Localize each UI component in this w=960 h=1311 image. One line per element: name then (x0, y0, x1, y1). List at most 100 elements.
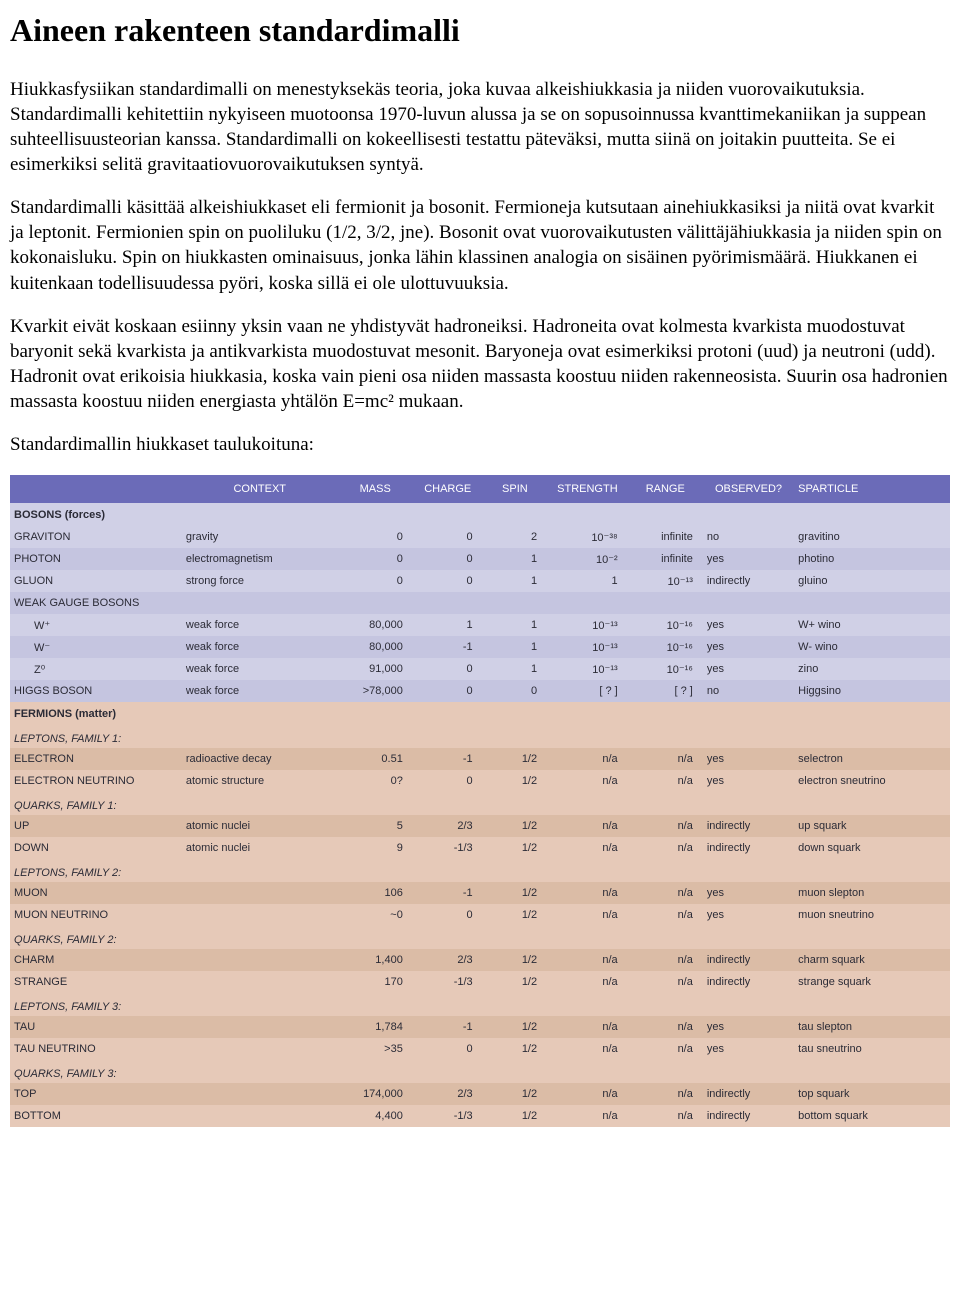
cell-spin: 1/2 (483, 1105, 547, 1127)
cell-chg: 0 (413, 526, 483, 548)
cell-str: 10⁻¹³ (547, 658, 628, 680)
cell-spin: 1/2 (483, 971, 547, 993)
cell-str: n/a (547, 904, 628, 926)
cell-sp: W+ wino (794, 614, 950, 636)
cell-rng: n/a (628, 837, 703, 859)
cell-name: UP (10, 815, 182, 837)
cell-str: [ ? ] (547, 680, 628, 702)
cell-mass: 0 (338, 526, 413, 548)
cell-name: ELECTRON NEUTRINO (10, 770, 182, 792)
subgroup-label: LEPTONS, FAMILY 1: (10, 725, 950, 748)
cell-ctx (182, 1083, 338, 1105)
subgroup-row: LEPTONS, FAMILY 2: (10, 859, 950, 882)
table-header-row: CONTEXT MASS CHARGE SPIN STRENGTH RANGE … (10, 475, 950, 503)
cell-sp: charm squark (794, 949, 950, 971)
subgroup-row: QUARKS, FAMILY 1: (10, 792, 950, 815)
subgroup-row: LEPTONS, FAMILY 3: (10, 993, 950, 1016)
cell-obs: yes (703, 614, 794, 636)
cell-chg: 0 (413, 904, 483, 926)
cell-chg: 1 (413, 614, 483, 636)
cell-name: W⁺ (10, 614, 182, 636)
cell-ctx (182, 904, 338, 926)
cell-name: TOP (10, 1083, 182, 1105)
cell-ctx (182, 1016, 338, 1038)
cell-spin: 1/2 (483, 1038, 547, 1060)
particles-table: CONTEXT MASS CHARGE SPIN STRENGTH RANGE … (10, 475, 950, 1127)
table-row: HIGGS BOSONweak force>78,00000[ ? ][ ? ]… (10, 680, 950, 702)
paragraph-4: Standardimallin hiukkaset taulukoituna: (10, 432, 950, 457)
cell-obs: yes (703, 636, 794, 658)
table-row: MUON NEUTRINO~001/2n/an/ayesmuon sneutri… (10, 904, 950, 926)
col-header-charge: CHARGE (413, 475, 483, 503)
cell-name: GLUON (10, 570, 182, 592)
cell-mass: ~0 (338, 904, 413, 926)
cell-sp: up squark (794, 815, 950, 837)
cell-name: HIGGS BOSON (10, 680, 182, 702)
subgroup-label: QUARKS, FAMILY 1: (10, 792, 950, 815)
cell-name: Z⁰ (10, 658, 182, 680)
cell-mass: 0 (338, 570, 413, 592)
col-header-strength: STRENGTH (547, 475, 628, 503)
cell-ctx: weak force (182, 614, 338, 636)
cell-str: 10⁻² (547, 548, 628, 570)
cell-chg: -1 (413, 636, 483, 658)
cell-spin: 1 (483, 658, 547, 680)
cell-mass: 4,400 (338, 1105, 413, 1127)
cell-chg: 2/3 (413, 949, 483, 971)
subgroup-row: QUARKS, FAMILY 3: (10, 1060, 950, 1083)
cell-sp: W- wino (794, 636, 950, 658)
cell-obs: indirectly (703, 971, 794, 993)
cell-mass: 170 (338, 971, 413, 993)
cell-mass: 80,000 (338, 636, 413, 658)
cell-spin: 1/2 (483, 949, 547, 971)
cell-rng: n/a (628, 1105, 703, 1127)
cell-ctx (182, 949, 338, 971)
cell-name: STRANGE (10, 971, 182, 993)
cell-sp: zino (794, 658, 950, 680)
cell-sp: Higgsino (794, 680, 950, 702)
cell-mass (338, 592, 413, 614)
cell-sp: tau sneutrino (794, 1038, 950, 1060)
cell-str: n/a (547, 1083, 628, 1105)
cell-chg (413, 592, 483, 614)
cell-mass: 0? (338, 770, 413, 792)
cell-obs: indirectly (703, 570, 794, 592)
table-row: TAU1,784-11/2n/an/ayestau slepton (10, 1016, 950, 1038)
cell-sp (794, 592, 950, 614)
cell-ctx (182, 1105, 338, 1127)
cell-obs: indirectly (703, 949, 794, 971)
table-row: TAU NEUTRINO>3501/2n/an/ayestau sneutrin… (10, 1038, 950, 1060)
table-row: GRAVITONgravity00210⁻³⁸infinitenograviti… (10, 526, 950, 548)
paragraph-2: Standardimalli käsittää alkeishiukkaset … (10, 195, 950, 295)
cell-rng: infinite (628, 548, 703, 570)
cell-rng: n/a (628, 1038, 703, 1060)
cell-chg: -1 (413, 1016, 483, 1038)
cell-name: TAU (10, 1016, 182, 1038)
cell-obs: yes (703, 658, 794, 680)
cell-rng: 10⁻¹⁶ (628, 636, 703, 658)
cell-str: n/a (547, 770, 628, 792)
cell-rng: [ ? ] (628, 680, 703, 702)
cell-obs: indirectly (703, 815, 794, 837)
cell-mass: 0 (338, 548, 413, 570)
cell-spin: 1 (483, 636, 547, 658)
cell-spin: 1/2 (483, 748, 547, 770)
cell-sp: down squark (794, 837, 950, 859)
cell-ctx: atomic nuclei (182, 837, 338, 859)
cell-obs: no (703, 680, 794, 702)
bosons-section: BOSONS (forces) GRAVITONgravity00210⁻³⁸i… (10, 503, 950, 702)
cell-mass: 174,000 (338, 1083, 413, 1105)
table-row: W⁻weak force80,000-1110⁻¹³10⁻¹⁶yesW- win… (10, 636, 950, 658)
cell-ctx (182, 1038, 338, 1060)
cell-sp: selectron (794, 748, 950, 770)
cell-str: n/a (547, 949, 628, 971)
cell-rng: 10⁻¹⁶ (628, 658, 703, 680)
paragraph-1: Hiukkasfysiikan standardimalli on menest… (10, 77, 950, 177)
cell-obs: yes (703, 904, 794, 926)
table-row: TOP174,0002/31/2n/an/aindirectlytop squa… (10, 1083, 950, 1105)
cell-mass: 80,000 (338, 614, 413, 636)
cell-mass: 1,400 (338, 949, 413, 971)
cell-str: n/a (547, 882, 628, 904)
cell-obs: yes (703, 1038, 794, 1060)
cell-rng: infinite (628, 526, 703, 548)
